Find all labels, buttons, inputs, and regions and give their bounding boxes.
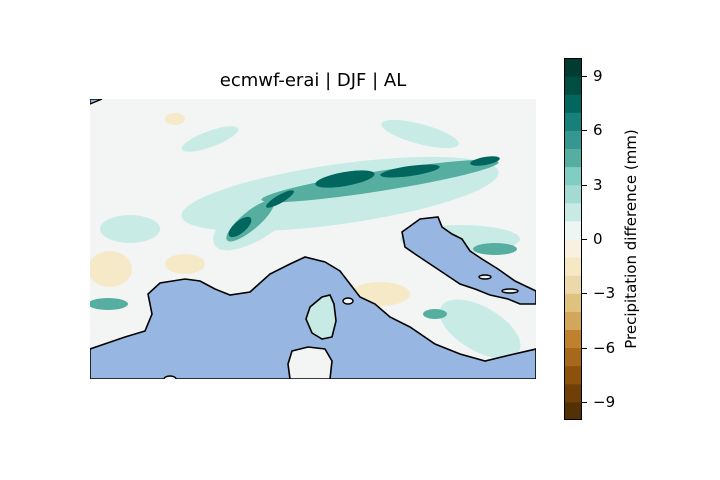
colorbar-tick-mark [582, 347, 587, 349]
small-islands [163, 274, 519, 379]
colorbar-segment [564, 293, 582, 312]
colorbar-label: Precipitation difference (mm) [622, 129, 640, 349]
colorbar-segment [564, 275, 582, 294]
adriatic-sea [401, 216, 536, 305]
colorbar-segment [564, 311, 582, 330]
colorbar-segment [564, 202, 582, 222]
colorbar-segment [564, 76, 582, 95]
colorbar-tick-mark [582, 239, 587, 240]
colorbar [564, 58, 582, 421]
precipitation-map [90, 99, 536, 379]
colorbar-tick-mark [582, 184, 587, 186]
colorbar-segment [564, 347, 582, 367]
colorbar-tick-label: 9 [593, 67, 603, 86]
colorbar-segment [564, 220, 582, 240]
colorbar-segment [564, 257, 582, 276]
colorbar-segment [564, 329, 582, 349]
colorbar-segment [564, 130, 582, 149]
colorbar-tick-label: 0 [593, 230, 603, 248]
colorbar-tick-mark [582, 130, 587, 132]
colorbar-tick-label: −6 [593, 338, 616, 357]
colorbar-tick-label: 3 [593, 175, 603, 194]
top-left-coast [90, 99, 103, 105]
colorbar-segment [564, 112, 582, 131]
colorbar-tick-mark [582, 401, 587, 403]
colorbar-tick-label: −3 [593, 284, 616, 303]
corsica-island [305, 294, 337, 340]
colorbar-segment [564, 401, 582, 421]
colorbar-segment [564, 148, 582, 168]
colorbar-segment [564, 239, 582, 258]
colorbar-segment [564, 184, 582, 204]
colorbar-segment [564, 166, 582, 186]
colorbar-tick-label: −9 [593, 392, 616, 411]
wet-anomaly-dark [228, 156, 500, 238]
colorbar-segment [564, 365, 582, 385]
colorbar-segment [564, 383, 582, 403]
colorbar-tick-mark [582, 293, 587, 295]
colorbar-border [564, 58, 582, 420]
colorbar-tick-mark [582, 76, 587, 78]
colorbar-tick-label: 6 [593, 121, 603, 140]
sardinia-island [287, 346, 333, 379]
map-title: ecmwf-erai | DJF | AL [219, 70, 407, 91]
colorbar-segment [564, 94, 582, 113]
colorbar-segment [564, 58, 582, 77]
colorbar-gradient [564, 58, 582, 421]
